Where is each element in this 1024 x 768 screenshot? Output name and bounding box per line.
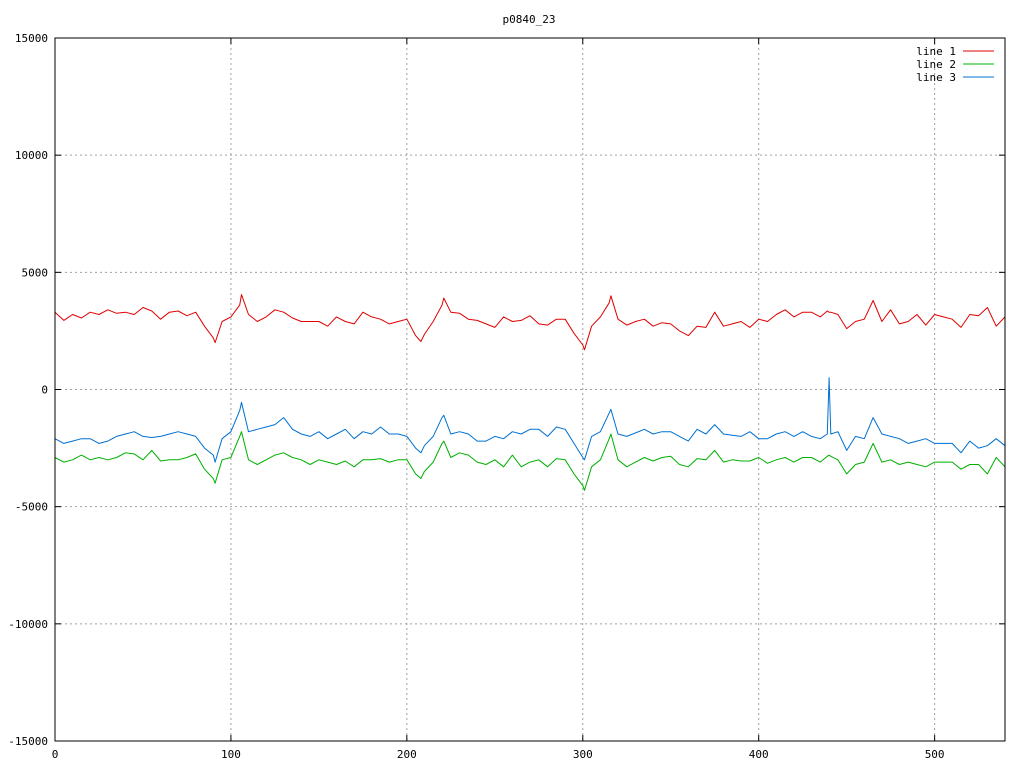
x-tick-label: 100 [221, 748, 241, 761]
x-tick-label: 0 [52, 748, 59, 761]
series-line-3-line [54, 377, 1006, 463]
y-tick-label: -15000 [8, 735, 48, 748]
series-line-2-line [54, 431, 1006, 491]
x-tick-label: 400 [749, 748, 769, 761]
legend-label-line-2: line 2 [916, 58, 956, 71]
legend-label-line-3: line 3 [916, 71, 956, 84]
y-tick-label: -5000 [15, 501, 48, 514]
y-tick-label: 15000 [15, 32, 48, 45]
chart-title: p0840_23 [503, 13, 556, 26]
legend-label-line-1: line 1 [916, 45, 956, 58]
x-tick-label: 200 [397, 748, 417, 761]
y-tick-label: 0 [41, 384, 48, 397]
series-lines [54, 294, 1006, 491]
x-tick-label: 500 [925, 748, 945, 761]
grid [55, 38, 1005, 741]
y-tick-label: -10000 [8, 618, 48, 631]
y-tick-label: 10000 [15, 149, 48, 162]
x-tick-label: 300 [573, 748, 593, 761]
series-line-1-line [54, 294, 1006, 351]
axes: -15000 -10000 -5000 0 5000 10000 15000 0 100 200 3… [8, 32, 1005, 761]
y-tick-label: 5000 [22, 266, 49, 279]
